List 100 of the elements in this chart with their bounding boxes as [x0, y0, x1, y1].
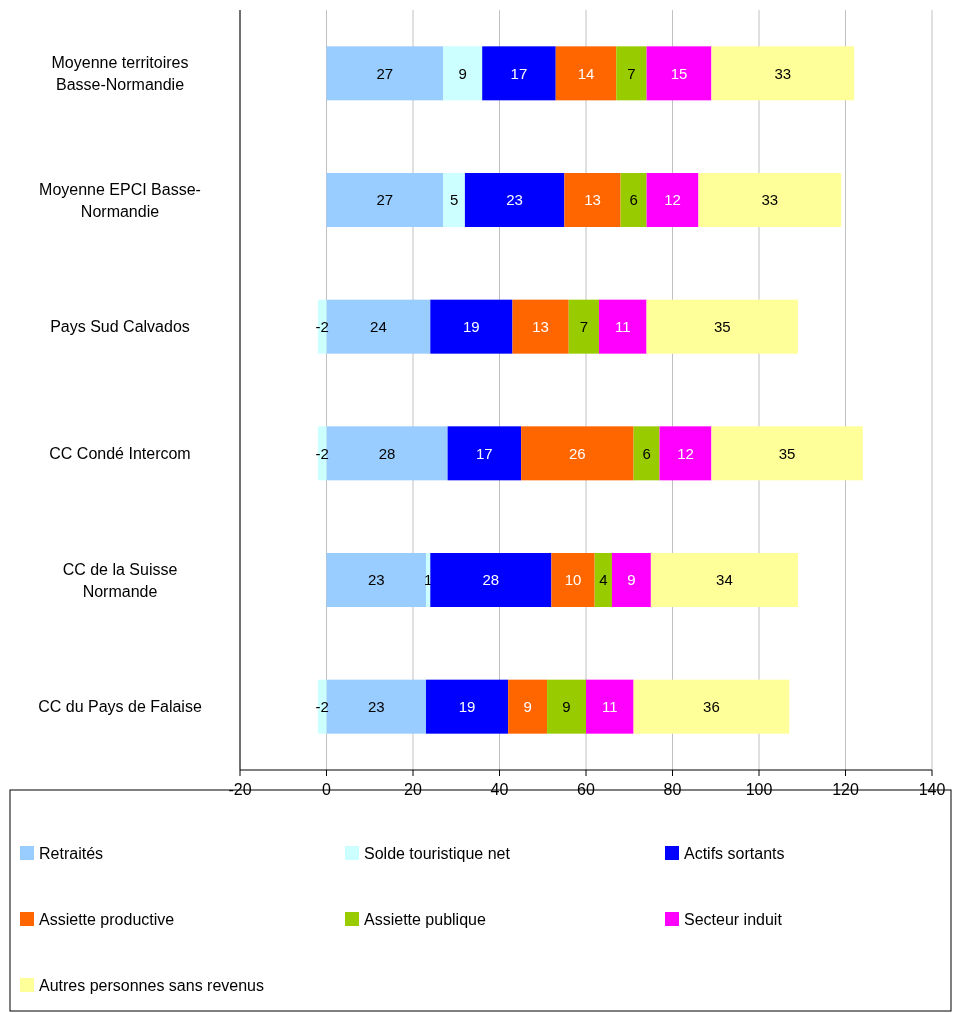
legend-label: Autres personnes sans revenus [39, 976, 265, 994]
bar [586, 679, 634, 734]
bar [698, 173, 842, 227]
x-tick-label: 40 [490, 781, 509, 799]
data-label: 17 [476, 444, 493, 462]
x-tick-label: 140 [918, 781, 946, 799]
y-tick-label: Moyenne EPCI Basse-Normandie [39, 180, 201, 220]
bar [598, 299, 647, 354]
y-tick-label: Pays Sud Calvados [50, 318, 190, 336]
data-label: 7 [627, 64, 636, 82]
data-label: 23 [367, 571, 385, 589]
bar [620, 173, 647, 227]
bar [616, 46, 647, 101]
data-label: 28 [378, 444, 396, 462]
data-label: 11 [614, 317, 631, 335]
data-label: 24 [370, 317, 387, 335]
data-label: 19 [463, 317, 480, 335]
data-label: 19 [458, 697, 476, 715]
y-tick-label: CC Condé Intercom [49, 444, 191, 462]
data-label: 27 [376, 191, 394, 209]
data-label: 26 [569, 444, 586, 462]
data-label: 7 [579, 317, 589, 335]
data-label: 17 [510, 64, 528, 82]
legend-label: Solde touristique net [364, 844, 511, 862]
data-label: 5 [449, 191, 459, 209]
bar [326, 679, 426, 734]
bar [646, 173, 699, 227]
data-label: 11 [602, 697, 618, 715]
data-label: 12 [664, 191, 681, 209]
bar [317, 299, 327, 354]
bar [555, 46, 617, 101]
bar [633, 679, 790, 734]
data-label: 9 [523, 697, 532, 715]
bar [326, 46, 444, 101]
bar [430, 299, 513, 354]
legend-label: Assiette productive [39, 910, 175, 928]
bar [650, 553, 798, 607]
data-label: 23 [506, 191, 523, 209]
data-label: 15 [670, 64, 688, 82]
data-label: 6 [642, 444, 651, 462]
bar [482, 46, 556, 101]
data-label: 36 [703, 697, 720, 715]
data-label: 9 [458, 64, 467, 82]
legend-label: Retraités [39, 844, 104, 862]
data-label: 9 [627, 571, 636, 589]
data-label: 4 [599, 571, 608, 589]
bar [646, 299, 798, 354]
bar [326, 553, 426, 607]
bar [659, 426, 712, 481]
bar [443, 173, 465, 227]
data-label: 10 [564, 571, 582, 589]
x-tick-label: 80 [663, 781, 682, 799]
data-label: 14 [577, 64, 595, 82]
bar [568, 299, 599, 354]
data-label: 6 [629, 191, 638, 209]
x-tick-label: 0 [322, 781, 332, 799]
legend-label: Actifs sortants [684, 844, 785, 862]
bar [547, 679, 586, 734]
x-tick-label: 20 [404, 781, 422, 799]
data-label: -2 [315, 444, 329, 462]
data-label: 27 [376, 64, 394, 82]
data-label: 33 [774, 64, 792, 82]
bar [611, 553, 651, 607]
bar [317, 679, 327, 734]
bar [711, 426, 863, 481]
data-label: -2 [315, 317, 329, 335]
bar [326, 299, 431, 354]
bar [512, 299, 569, 354]
data-label: 33 [761, 191, 779, 209]
bar [464, 173, 565, 227]
x-tick-label: 60 [577, 781, 595, 799]
data-label: 23 [367, 697, 385, 715]
legend-label: Secteur induit [684, 910, 783, 928]
bar [551, 553, 595, 607]
bar [646, 46, 712, 101]
x-tick-label: 120 [832, 781, 859, 799]
bar [633, 426, 660, 481]
data-label: 12 [677, 444, 694, 462]
bar [508, 679, 548, 734]
bar [521, 426, 634, 481]
data-label: -2 [315, 697, 329, 715]
bar [443, 46, 483, 101]
bar [564, 173, 621, 227]
y-tick-label: CC du Pays de Falaise [38, 698, 202, 716]
data-label: 9 [562, 697, 571, 715]
bar [711, 46, 855, 101]
bar [447, 426, 522, 481]
data-label: 13 [584, 191, 601, 209]
bar [317, 426, 327, 481]
bar [430, 553, 552, 607]
data-label: 35 [778, 444, 796, 462]
x-tick-label: 100 [745, 781, 773, 799]
data-label: 13 [532, 317, 549, 335]
bar [326, 426, 448, 481]
legend-label: Assiette publique [364, 910, 486, 928]
x-tick-label: -20 [228, 781, 252, 799]
data-label: 28 [482, 571, 500, 589]
data-label: 35 [713, 317, 731, 335]
bar [425, 679, 509, 734]
data-label: 34 [716, 571, 733, 589]
